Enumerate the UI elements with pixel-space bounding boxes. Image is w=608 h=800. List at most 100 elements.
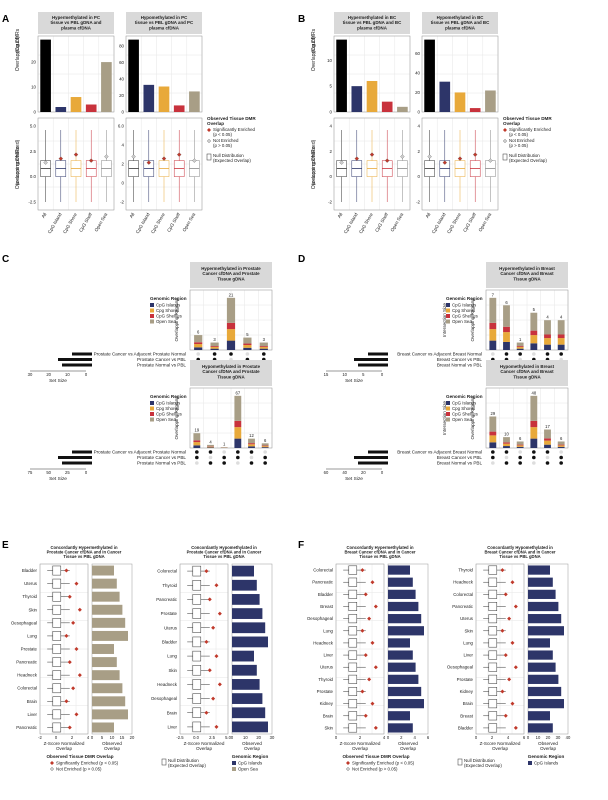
legend-swatch [446, 303, 450, 307]
y-tick-label: 2.5 [30, 149, 37, 154]
facet-strip [190, 360, 272, 386]
stacked-bar-segment [489, 329, 497, 341]
legend-label: Null Distribution [168, 758, 199, 763]
stacked-bar-segment [194, 344, 203, 348]
null-distribution-box [348, 614, 358, 624]
stacked-bar-segment [243, 343, 252, 346]
x-axis-label: Z-Score Normalized [340, 741, 381, 746]
facet-title: plasma cfDNA [61, 25, 92, 30]
legend-label: (p > 0.05) [509, 143, 528, 148]
observed-overlap-diamond [427, 154, 432, 159]
matrix-dot [245, 352, 250, 356]
facet-strip [126, 12, 202, 34]
legend-label: CpG Shelves [156, 314, 183, 319]
null-distribution-box [52, 644, 62, 654]
set-name: Breast Normal vs PBL [437, 363, 483, 368]
x-tick-label: 0 [55, 735, 58, 740]
legend-label: CpG Islands [156, 401, 181, 406]
stacked-bar-segment [207, 444, 214, 447]
row-label: Thyroid [162, 583, 177, 588]
stacked-bar-segment [194, 335, 203, 343]
facet-title: Hypomethylated in Breast [500, 364, 555, 369]
y-tick-label: 2 [418, 149, 421, 154]
stacked-bar-segment [210, 348, 219, 350]
observed-overlap-bar [92, 578, 117, 589]
facet-title: Breast Cancer cfDNA and in Cancer [344, 550, 415, 555]
set-size-tick: 30 [28, 372, 33, 377]
x-axis-label: Overlap [104, 746, 121, 751]
legend-label: CpG Shelves [452, 412, 479, 417]
x-tick-label: CpG Shore [62, 212, 78, 235]
stacked-bar-segment [516, 348, 524, 350]
x-tick-label: 10 [243, 735, 248, 740]
x-tick-label: 6 [427, 735, 430, 740]
legend-label: Null Distribution [509, 153, 540, 158]
matrix-dot [249, 461, 254, 465]
stacked-bar-segment [259, 346, 268, 348]
observed-overlap-bar [528, 565, 550, 575]
observed-overlap-bar [232, 664, 257, 676]
null-distribution-box [488, 674, 498, 684]
legend-label: (Expected Overlap) [509, 158, 547, 163]
legend-label: (p < 0.05) [509, 132, 528, 137]
observed-overlap-diamond [503, 653, 508, 658]
null-distribution-box [488, 687, 498, 696]
observed-overlap-diamond [507, 616, 512, 621]
null-distribution-box [52, 696, 62, 707]
observed-overlap-bar [232, 608, 263, 619]
stacked-bar-segment [489, 442, 497, 448]
observed-overlap-bar [232, 707, 266, 719]
stacked-bar-segment [489, 435, 497, 443]
null-distribution-box [348, 602, 358, 611]
facet-strip [334, 12, 410, 34]
observed-overlap-diamond [64, 699, 69, 704]
observed-overlap-bar [528, 662, 556, 672]
observed-overlap-diamond [104, 154, 109, 159]
observed-overlap-diamond [513, 725, 518, 730]
row-label: Brain [463, 701, 474, 706]
null-distribution-box [192, 608, 202, 619]
x-tick-label: 5.0 [225, 735, 231, 740]
row-label: Prostate [21, 647, 38, 652]
bar-value-label: 4 [546, 315, 549, 320]
observed-overlap-diamond [367, 616, 372, 621]
observed-overlap-diamond [500, 628, 505, 633]
panel-letter: F [298, 540, 304, 551]
observed-overlap-diamond [217, 611, 222, 616]
facet-strip [486, 360, 568, 386]
stacked-bar-segment [261, 443, 269, 446]
facet-title: Tissue gDNA [513, 374, 541, 379]
bar-value-label: 29 [490, 411, 495, 416]
x-tick-label: CpG Island [135, 212, 151, 235]
x-axis-label: Overlap [244, 746, 261, 751]
set-size-tick: 10 [65, 372, 70, 377]
matrix-dot [559, 352, 563, 356]
set-size-label: Set Size [49, 378, 67, 384]
set-name: Breast Cancer vs Adjacent Breast Normal [397, 450, 482, 455]
y-axis-label: Overlapping Regions [470, 298, 475, 342]
row-label: Liver [463, 653, 473, 658]
stacked-bar-segment [530, 343, 538, 350]
row-label: Lung [167, 654, 177, 659]
set-size-tick: 5 [362, 372, 365, 377]
row-label: Kidney [320, 701, 334, 706]
stacked-bar-segment [210, 342, 219, 347]
row-label: Prostate [457, 677, 474, 682]
observed-overlap-bar [92, 722, 114, 733]
x-tick-label: 0 [527, 735, 530, 740]
observed-overlap-diamond [363, 592, 368, 597]
legend-swatch [446, 406, 450, 411]
set-size-tick: 50 [46, 470, 51, 475]
facet-strip [190, 262, 272, 288]
observed-overlap-bar [388, 699, 424, 709]
row-label: Colorectal [157, 569, 177, 574]
stacked-bar-segment [557, 445, 565, 447]
bar-all [128, 39, 139, 112]
observed-overlap-bar [92, 696, 126, 707]
null-distribution-box [488, 723, 498, 733]
stacked-bar-segment [516, 444, 524, 446]
stacked-bar-segment [544, 334, 551, 339]
facet-title: Hypermethylated in Breast [499, 266, 555, 271]
bar-all [40, 39, 51, 112]
facet-title: tissue vs PBL gDNA and BC [431, 20, 490, 25]
